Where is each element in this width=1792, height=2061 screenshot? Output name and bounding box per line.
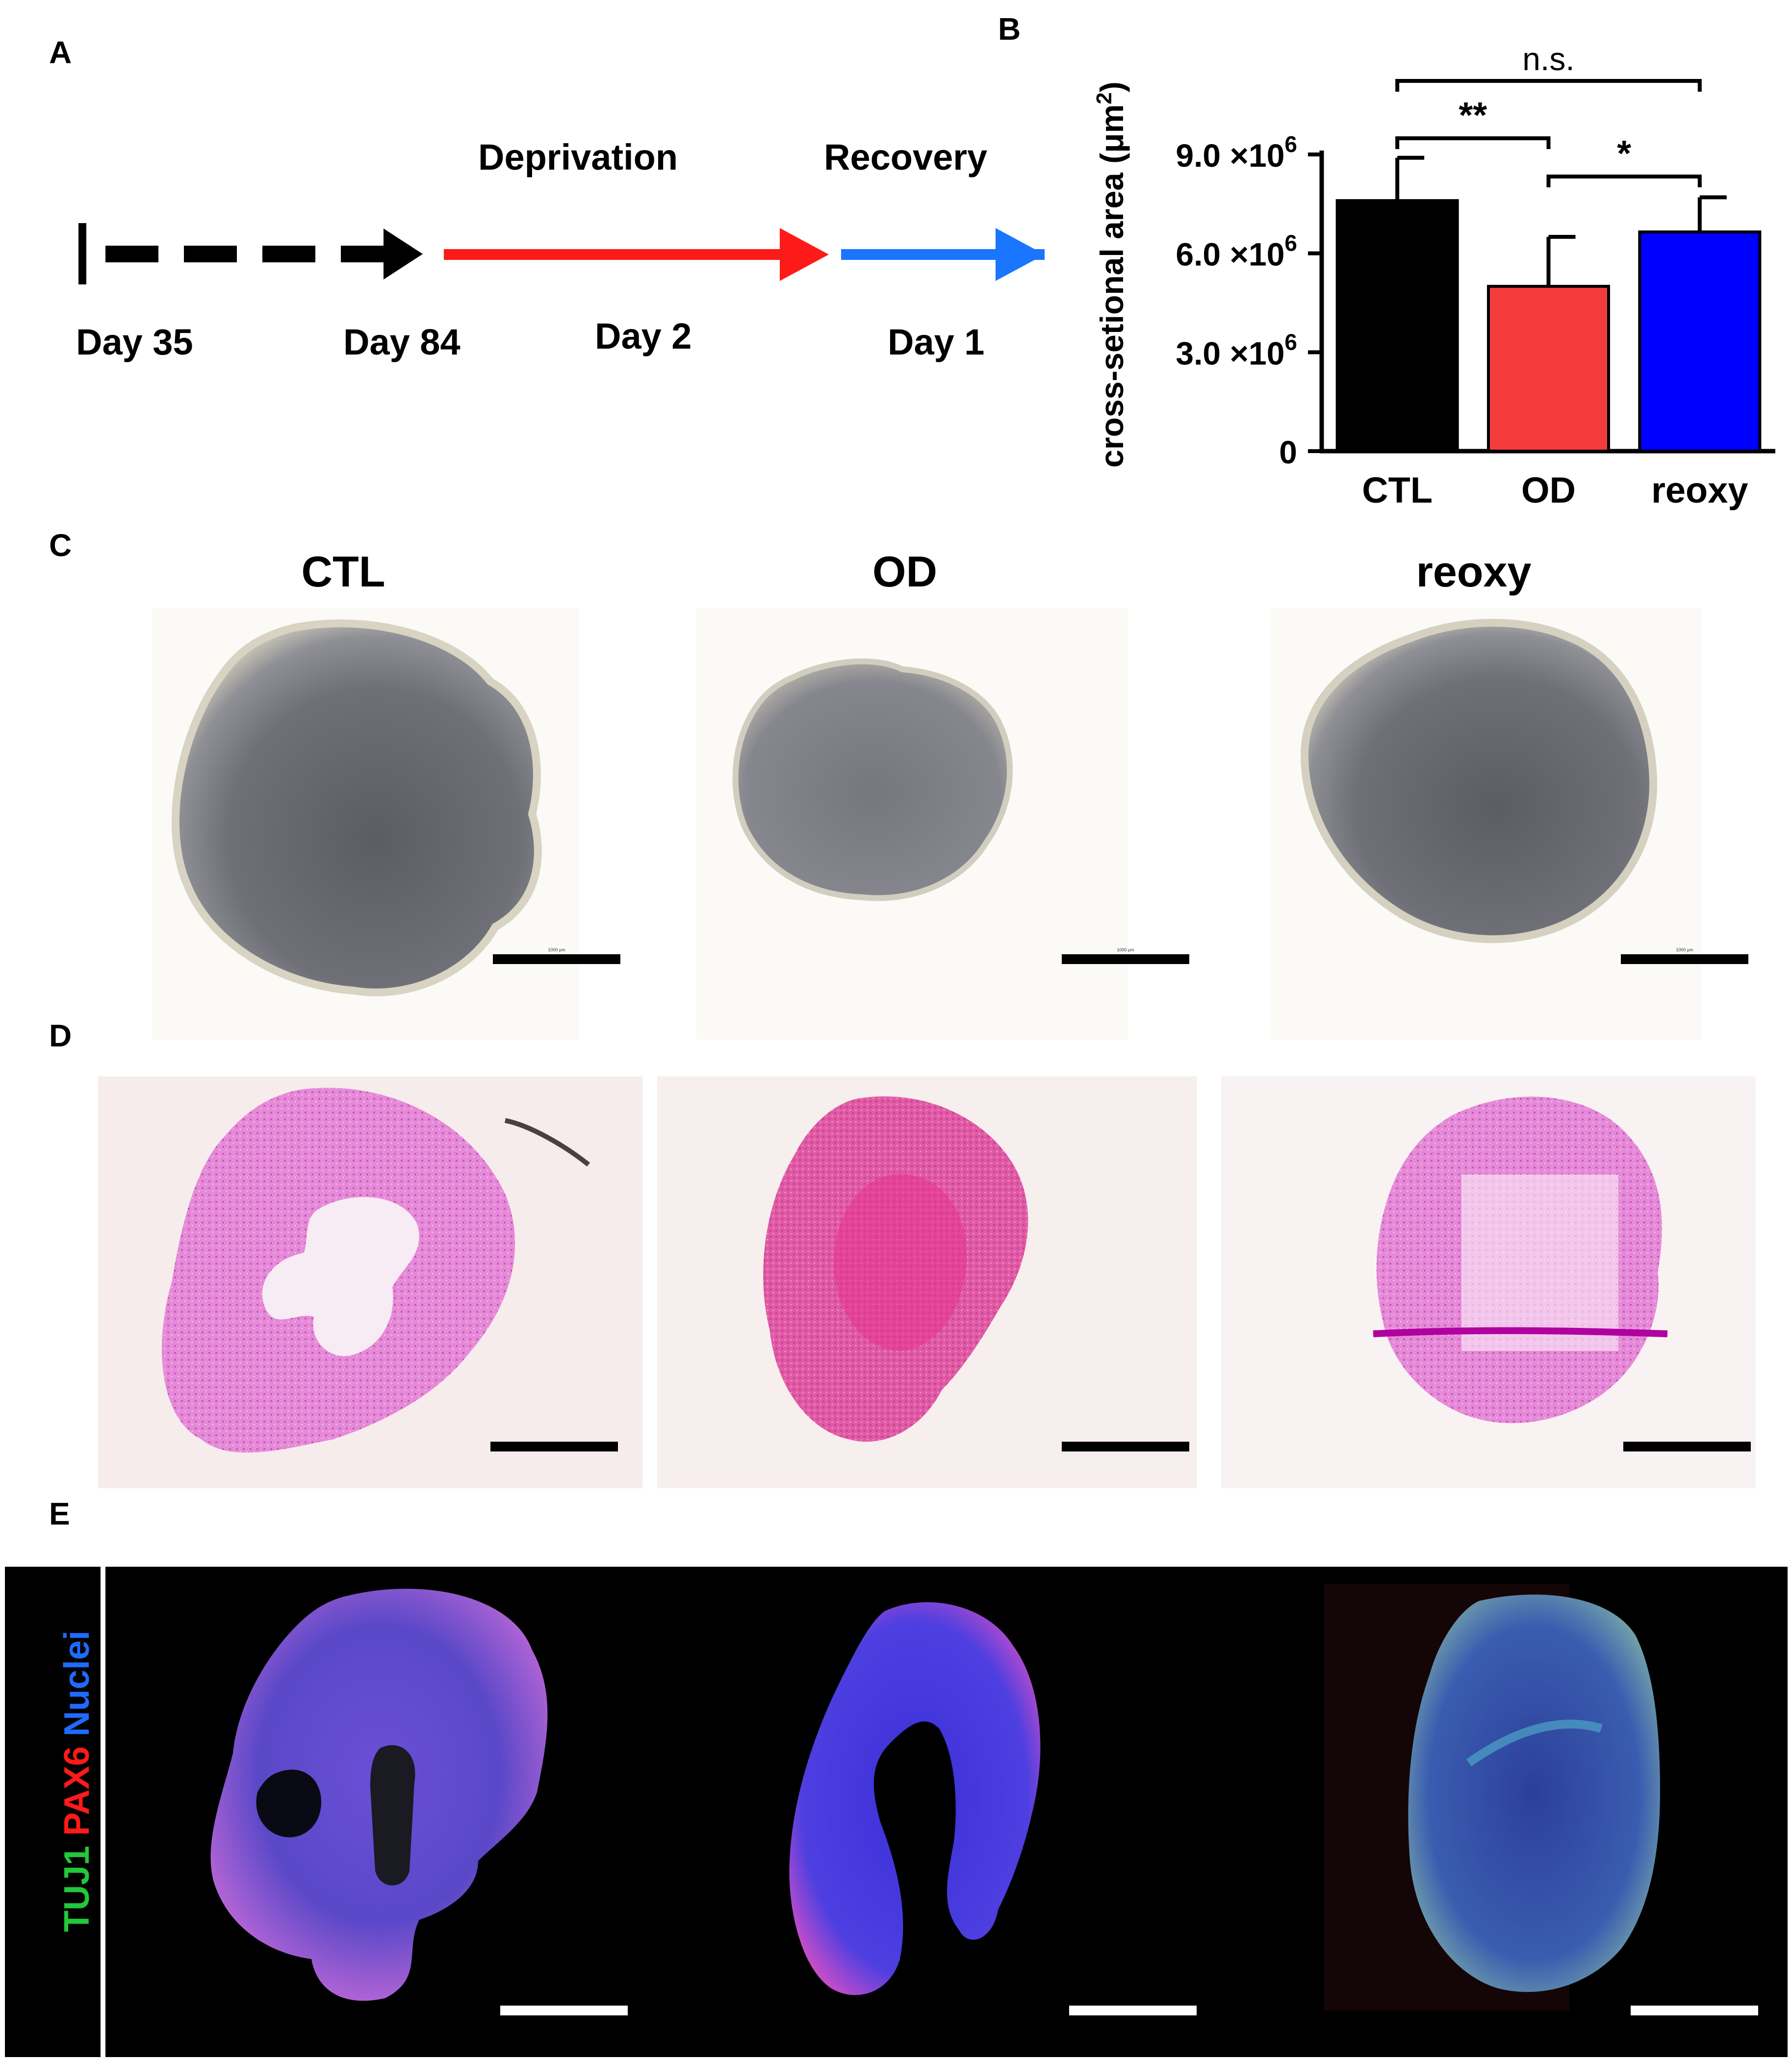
significance-label-2: ** — [1459, 95, 1487, 135]
timeline-start-tick — [78, 223, 86, 284]
significance-label-1: n.s. — [1522, 41, 1574, 77]
scalebar-d-reoxy — [1623, 1442, 1751, 1451]
recovery-arrowhead — [996, 228, 1045, 281]
scalebar-e-ctl — [500, 2006, 628, 2015]
organoid-ctl-brightfield — [171, 619, 542, 996]
panel-c-letter: C — [49, 528, 72, 563]
day-1-label: Day 1 — [888, 322, 985, 362]
organoid-ctl-if-cavity — [370, 1745, 415, 1885]
panel-a-letter: A — [49, 35, 72, 70]
significance-bracket-1 — [1395, 79, 1702, 92]
y-tick-label: 9.0 ×106 — [1176, 131, 1297, 174]
recovery-label: Recovery — [824, 137, 988, 178]
scalebar-c-ctl-label: 1000 μm — [548, 947, 565, 952]
panel-b-letter: B — [998, 11, 1021, 47]
scalebar-c-reoxy — [1621, 954, 1748, 964]
organoid-reoxy-if-tuj1-band — [1466, 1719, 1603, 1767]
bar-od — [1487, 284, 1610, 453]
y-tick-label: 0 — [1279, 434, 1297, 470]
culture-arrowhead — [384, 229, 423, 280]
stain-pax6: PAX6 — [57, 1746, 97, 1836]
he-stain-images — [98, 1076, 1756, 1488]
organoid-ctl-if-lumen — [256, 1769, 321, 1837]
scalebar-c-ctl — [493, 954, 620, 964]
x-tick-label-reoxy: reoxy — [1651, 470, 1748, 510]
brightfield-images: 1000 μm 1000 μm 1000 μm — [152, 608, 1748, 1040]
y-tick-label: 6.0 ×106 — [1176, 230, 1297, 273]
scalebar-c-od — [1062, 954, 1189, 964]
organoid-reoxy-he-fold — [1373, 1327, 1668, 1337]
x-tick-label-od: OD — [1521, 470, 1576, 510]
x-tick-label-ctl: CTL — [1362, 470, 1433, 510]
timeline-arrows — [78, 223, 1045, 284]
organoid-reoxy-if — [1408, 1594, 1660, 1992]
organoid-reoxy-brightfield — [1300, 619, 1657, 943]
scalebar-d-ctl — [490, 1442, 618, 1451]
organoid-od-he-core — [834, 1174, 967, 1351]
day-2-label: Day 2 — [595, 316, 692, 356]
y-tick-label: 3.0 ×106 — [1176, 329, 1297, 371]
col-title-reoxy: reoxy — [1416, 547, 1532, 596]
col-title-ctl: CTL — [301, 547, 385, 596]
col-title-od: OD — [872, 547, 937, 596]
stain-label-divider — [101, 1567, 103, 2057]
bar-chart: 0 3.0 ×106 6.0 ×106 9.0 ×106 CTL OD reoxy n.s. *… — [1092, 41, 1775, 510]
y-axis-label: cross-setional area (μm2) — [1092, 81, 1130, 468]
bar-reoxy — [1638, 230, 1762, 453]
significance-bracket-3 — [1546, 175, 1702, 187]
stain-tuj1: TUJ1 — [57, 1845, 97, 1932]
debris-fiber — [505, 1118, 590, 1167]
recovery-arrow-shaft — [841, 249, 1045, 260]
stain-label-strip — [5, 1567, 103, 2057]
organoid-od-brightfield — [732, 658, 1013, 901]
scalebar-d-od — [1062, 1442, 1189, 1451]
significance-label-3: * — [1617, 133, 1631, 174]
scalebar-e-reoxy — [1631, 2006, 1758, 2015]
organoid-ctl-he-lumen — [262, 1197, 419, 1356]
stain-nuclei: Nuclei — [57, 1630, 97, 1737]
stain-legend: TUJ1 PAX6 Nuclei — [57, 1630, 97, 1932]
panel-e-letter: E — [49, 1496, 70, 1531]
day-84-label: Day 84 — [343, 322, 461, 362]
scalebar-e-od — [1069, 2006, 1197, 2015]
bar-ctl — [1335, 199, 1459, 453]
deprivation-label: Deprivation — [478, 137, 678, 178]
organoid-od-if — [789, 1602, 1041, 1995]
panel-d-letter: D — [49, 1018, 72, 1053]
significance-bracket-2 — [1395, 136, 1551, 149]
scalebar-c-od-label: 1000 μm — [1117, 947, 1134, 952]
day-35-label: Day 35 — [76, 322, 193, 362]
deprivation-arrow-shaft — [444, 249, 785, 260]
immunofluorescence-images — [105, 1567, 1788, 2057]
scalebar-c-reoxy-label: 1000 μm — [1676, 947, 1693, 952]
organoid-reoxy-he-pale-core — [1461, 1174, 1618, 1351]
deprivation-arrowhead — [780, 228, 829, 281]
